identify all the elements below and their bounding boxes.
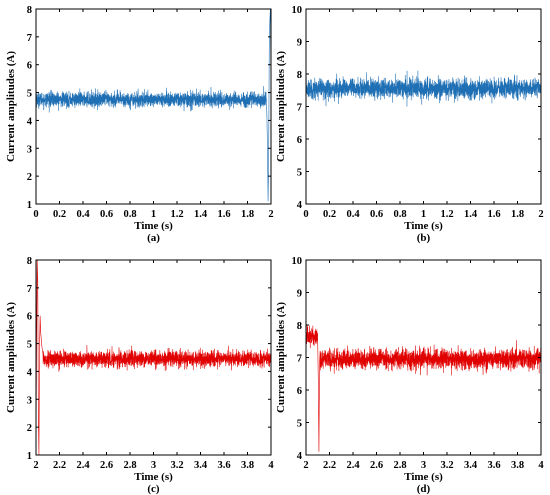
x-axis-label: Time (s) [404, 220, 443, 232]
y-tick-label: 6 [297, 386, 302, 397]
x-tick-label: 1.6 [487, 209, 500, 220]
x-tick-label: 1.4 [464, 209, 478, 220]
x-tick-label: 1 [151, 209, 156, 220]
x-tick-label: 0 [33, 209, 38, 220]
panel-caption: (c) [147, 483, 160, 495]
panel-c: 2 2.2 2.4 2.6 2.8 3 3.2 3.4 3.6 3.8 412345678Time … [5, 256, 274, 495]
panel-caption: (a) [147, 232, 160, 244]
y-tick-label: 8 [297, 321, 302, 332]
x-tick-label: 2.8 [393, 460, 406, 471]
y-tick-label: 6 [27, 312, 32, 323]
y-tick-label: 4 [297, 200, 303, 211]
x-tick-label: 0 [303, 209, 308, 220]
y-tick-label: 4 [27, 116, 33, 127]
y-tick-label: 10 [292, 5, 303, 16]
y-tick-label: 4 [297, 451, 303, 462]
y-tick-label: 8 [27, 5, 32, 16]
x-tick-label: 2.8 [123, 460, 136, 471]
y-tick-label: 5 [297, 419, 302, 430]
x-axis-label: Time (s) [134, 220, 173, 232]
y-tick-label: 4 [27, 367, 33, 378]
x-tick-label: 2 [268, 209, 273, 220]
y-axis-label: Current amplitudes (A) [5, 302, 17, 413]
panel-d: 2 2.2 2.4 2.6 2.8 3 3.2 3.4 3.6 3.8 4 4 5 6 7 8 9 10 Time … [275, 256, 544, 495]
x-tick-label: 3 [421, 460, 426, 471]
y-tick-label: 9 [297, 38, 302, 49]
y-tick-label: 8 [297, 70, 302, 81]
x-tick-label: 2 [538, 209, 543, 220]
x-tick-label: 1.6 [217, 209, 230, 220]
x-tick-label: 0.2 [53, 209, 66, 220]
x-tick-label: 3 [151, 460, 156, 471]
series-line [36, 9, 271, 202]
series-line [306, 70, 541, 107]
x-tick-label: 2.2 [53, 460, 66, 471]
x-tick-label: 0.8 [393, 209, 406, 220]
y-axis-label: Current amplitudes (A) [5, 51, 17, 162]
x-tick-label: 2.6 [100, 460, 113, 471]
x-tick-label: 2.4 [76, 460, 90, 471]
y-tick-label: 5 [27, 89, 32, 100]
y-tick-label: 3 [27, 395, 32, 406]
x-tick-label: 3.8 [511, 460, 524, 471]
y-tick-label: 7 [297, 103, 302, 114]
y-axis-label: Current amplitudes (A) [275, 51, 287, 162]
x-tick-label: 0.6 [100, 209, 113, 220]
x-tick-label: 3.2 [170, 460, 183, 471]
y-tick-label: 7 [27, 33, 32, 44]
x-tick-label: 1.2 [170, 209, 183, 220]
panel-caption: (b) [417, 232, 431, 244]
x-tick-label: 1.4 [194, 209, 208, 220]
x-tick-label: 4 [268, 460, 274, 471]
x-tick-label: 4 [538, 460, 544, 471]
x-tick-label: 1.2 [440, 209, 453, 220]
y-tick-label: 1 [27, 451, 32, 462]
x-tick-label: 2.6 [370, 460, 383, 471]
x-tick-label: 2.4 [346, 460, 360, 471]
y-tick-label: 5 [297, 168, 302, 179]
x-tick-label: 0.4 [76, 209, 90, 220]
x-tick-label: 3.4 [464, 460, 478, 471]
y-tick-label: 1 [27, 200, 32, 211]
panel-a: 0 0.2 0.4 0.6 0.8 1 1.2 1.4 1.6 1.8 2 1 2 3 4 5 6 7 8 Time … [5, 5, 274, 244]
x-tick-label: 1 [421, 209, 426, 220]
x-axis-label: Time (s) [404, 471, 443, 483]
x-tick-label: 3.2 [440, 460, 453, 471]
series-line [306, 324, 541, 452]
x-tick-label: 3.8 [241, 460, 254, 471]
x-tick-label: 0.6 [370, 209, 383, 220]
y-tick-label: 10 [292, 256, 303, 267]
y-tick-label: 5 [27, 340, 32, 351]
x-tick-label: 0.8 [123, 209, 136, 220]
x-tick-label: 3.6 [217, 460, 230, 471]
x-tick-label: 0.4 [346, 209, 360, 220]
panel-b: 0 0.2 0.4 0.6 0.8 1 1.2 1.4 1.6 1.8 2 4 5 6 7 8 9 10 Time … [275, 5, 544, 244]
x-tick-label: 2 [303, 460, 308, 471]
y-tick-label: 3 [27, 144, 32, 155]
x-tick-label: 1.8 [511, 209, 524, 220]
plot-frame [305, 8, 542, 205]
y-tick-label: 6 [27, 61, 32, 72]
y-tick-label: 2 [27, 172, 32, 183]
y-tick-label: 2 [27, 423, 32, 434]
y-tick-label: 7 [27, 284, 32, 295]
panel-caption: (d) [417, 483, 431, 495]
y-tick-label: 6 [297, 135, 302, 146]
y-tick-label: 9 [297, 289, 302, 300]
y-axis-label: Current amplitudes (A) [275, 302, 287, 413]
x-axis-label: Time (s) [134, 471, 173, 483]
y-tick-label: 7 [297, 354, 302, 365]
series-line [36, 260, 271, 455]
y-tick-label: 8 [27, 256, 32, 267]
x-tick-label: 3.4 [194, 460, 208, 471]
x-tick-label: 0.2 [323, 209, 336, 220]
x-tick-label: 2 [33, 460, 38, 471]
x-tick-label: 1.8 [241, 209, 254, 220]
x-tick-label: 3.6 [487, 460, 500, 471]
x-tick-label: 2.2 [323, 460, 336, 471]
